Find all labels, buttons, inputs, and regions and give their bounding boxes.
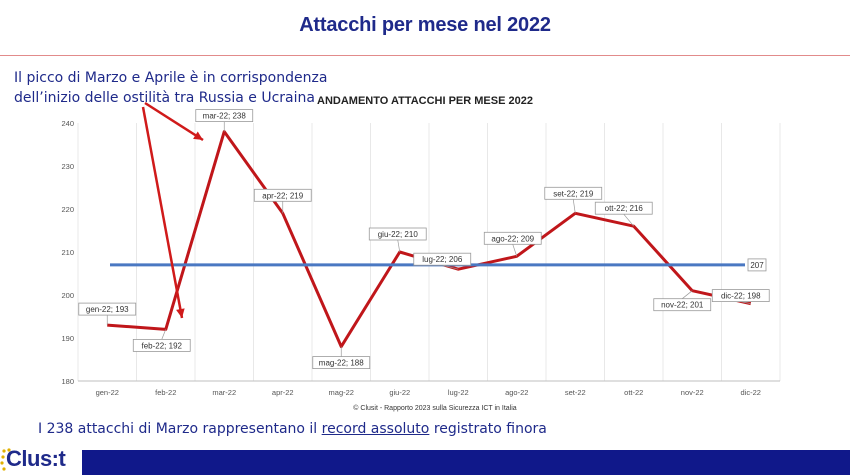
- x-tick-label: apr-22: [272, 388, 294, 397]
- point-label: apr-22; 219: [262, 191, 303, 200]
- point-label-box: [653, 298, 712, 312]
- x-tick-label: set-22: [565, 388, 586, 397]
- annotation-text: Il picco di Marzo e Aprile è in corrispo…: [14, 68, 334, 108]
- point-label: ago-22; 209: [491, 234, 534, 243]
- x-tick-label: ott-22: [624, 388, 643, 397]
- footnote-underlined: record assoluto: [321, 421, 430, 437]
- annotation-arrow-1: [144, 101, 204, 142]
- x-tick-label: nov-22: [681, 388, 704, 397]
- point-label-box: [711, 289, 770, 303]
- annotation-arrow-2-head: [176, 308, 185, 318]
- point-label-box: [368, 227, 427, 241]
- point-label-box: [78, 302, 137, 316]
- footnote-part-2: registrato finora: [429, 421, 547, 437]
- footer-bar: [82, 450, 850, 475]
- point-label-box: [195, 109, 254, 122]
- y-tick-label: 210: [61, 248, 74, 257]
- annotation-line-1: Il picco di Marzo e Aprile è in corrispo…: [14, 70, 328, 86]
- point-label-box: [413, 252, 472, 266]
- point-label: nov-22; 201: [661, 301, 704, 310]
- title-divider: [0, 55, 850, 56]
- slide-title: Attacchi per mese nel 2022: [299, 14, 551, 36]
- point-label: mag-22; 188: [319, 359, 364, 368]
- y-tick-label: 230: [61, 162, 74, 171]
- annotation-arrow-1-head: [193, 131, 203, 140]
- point-label: feb-22; 192: [142, 341, 183, 350]
- point-label: gen-22; 193: [86, 305, 129, 314]
- point-label-box: [312, 356, 371, 370]
- point-label-leader: [512, 244, 518, 257]
- average-label: 207: [750, 261, 764, 270]
- point-label: lug-22; 206: [422, 255, 463, 264]
- point-label-leader: [161, 329, 167, 340]
- y-tick-label: 200: [61, 291, 74, 300]
- x-tick-label: giu-22: [389, 388, 410, 397]
- source-credit: © Clusit - Rapporto 2023 sulla Sicurezza…: [353, 405, 517, 412]
- logo-text: Clus:t: [6, 446, 66, 471]
- point-label-box: [483, 231, 542, 245]
- y-tick-label: 220: [61, 205, 74, 214]
- point-label-leader: [397, 239, 401, 253]
- point-label: mar-22; 238: [203, 112, 247, 121]
- y-tick-label: 180: [61, 377, 74, 386]
- x-tick-label: mar-22: [212, 388, 236, 397]
- footnote-part-1: I 238 attacchi di Marzo rappresentano il: [38, 421, 322, 437]
- logo-stars-icon: [0, 448, 11, 471]
- x-tick-label: mag-22: [329, 388, 354, 397]
- y-tick-label: 190: [61, 334, 74, 343]
- footnote: I 238 attacchi di Marzo rappresentano il…: [38, 421, 547, 437]
- x-tick-label: gen-22: [96, 388, 119, 397]
- point-label-leader: [682, 290, 693, 299]
- point-label-box: [132, 338, 191, 352]
- x-tick-label: dic-22: [741, 388, 761, 397]
- point-label: giu-22; 210: [378, 230, 419, 239]
- x-tick-label: ago-22: [505, 388, 528, 397]
- x-tick-label: feb-22: [155, 388, 176, 397]
- point-label-leader: [442, 264, 459, 270]
- annotation-arrow-2: [141, 106, 184, 319]
- y-tick-label: 240: [61, 119, 74, 128]
- point-label: set-22; 219: [553, 189, 594, 198]
- chart-title: ANDAMENTO ATTACCHI PER MESE 2022: [317, 95, 533, 107]
- clusit-logo: Clus:t: [0, 445, 82, 475]
- point-label-leader: [623, 213, 635, 227]
- point-label: ott-22; 216: [605, 204, 644, 213]
- average-label-box: [747, 258, 767, 272]
- point-label-box: [544, 186, 603, 200]
- point-label-box: [253, 188, 312, 202]
- point-label: dic-22; 198: [721, 292, 761, 301]
- annotation-line-2: dell’inizio delle ostilità tra Russia e …: [14, 90, 315, 106]
- point-label-leader: [572, 199, 576, 214]
- point-label-box: [594, 201, 653, 215]
- x-tick-label: lug-22: [448, 388, 469, 397]
